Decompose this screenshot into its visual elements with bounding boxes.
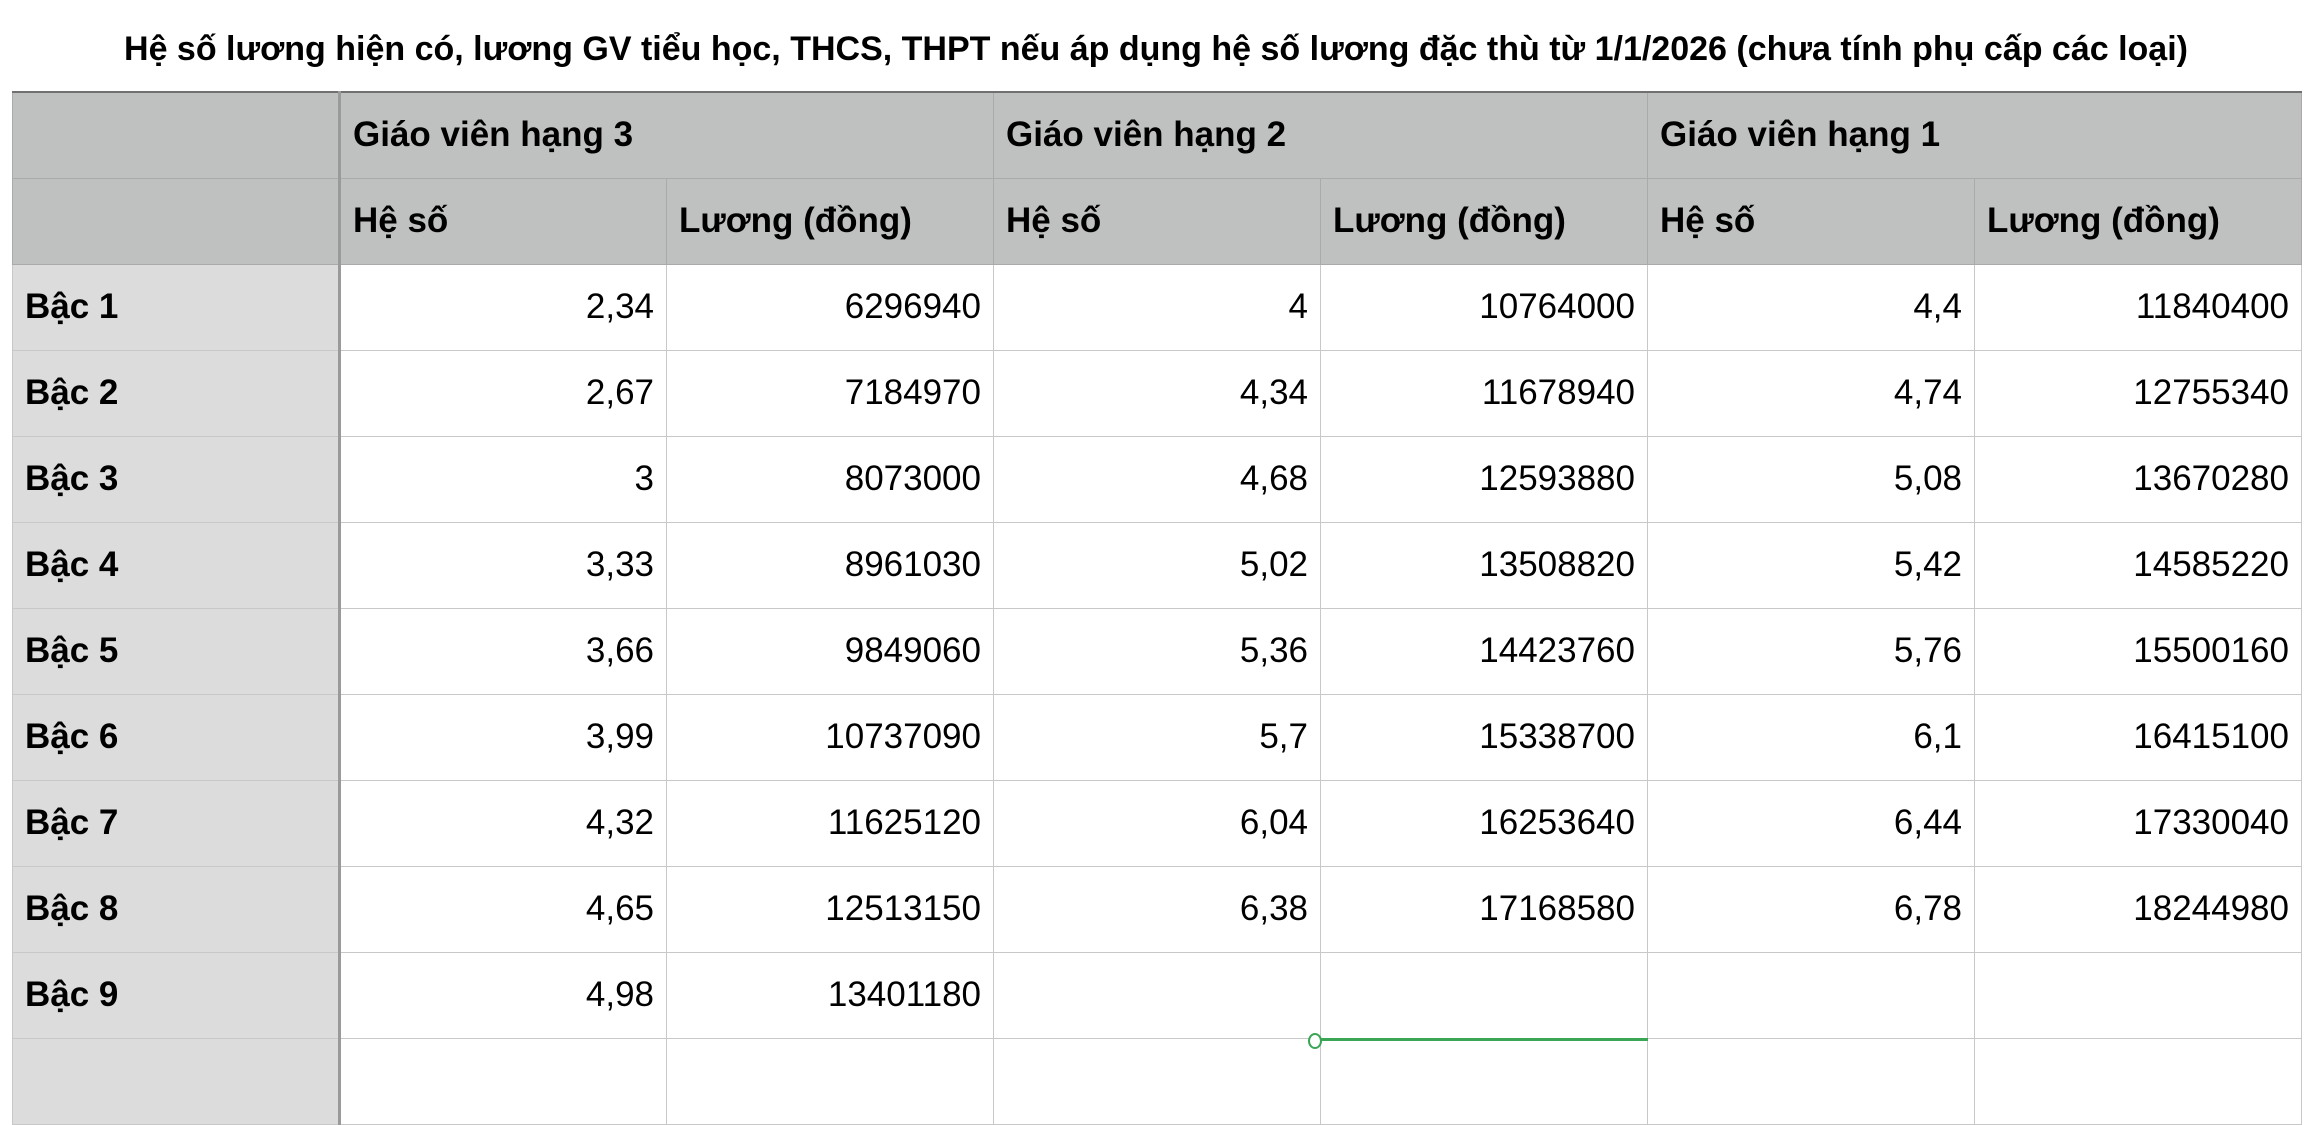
sub-header[interactable]: Hệ số: [1647, 177, 1975, 265]
coefficient-cell[interactable]: [993, 1037, 1321, 1125]
coefficient-cell[interactable]: 4,34: [993, 349, 1321, 437]
table-row: Bậc 8 4,65 12513150 6,38 17168580 6,78 1824498…: [12, 865, 2302, 953]
salary-cell[interactable]: 13670280: [1974, 435, 2302, 523]
sub-header[interactable]: Hệ số: [993, 177, 1321, 265]
row-header[interactable]: Bậc 9: [12, 951, 341, 1039]
salary-cell[interactable]: [1320, 951, 1648, 1039]
table-row: Bậc 7 4,32 11625120 6,04 16253640 6,44 1733004…: [12, 779, 2302, 867]
sub-header[interactable]: Hệ số: [339, 177, 667, 265]
row-header[interactable]: Bậc 1: [12, 263, 341, 351]
corner-cell[interactable]: [12, 177, 341, 265]
coefficient-cell[interactable]: 5,02: [993, 521, 1321, 609]
row-header[interactable]: Bậc 5: [12, 607, 341, 695]
salary-cell[interactable]: [1974, 951, 2302, 1039]
salary-cell[interactable]: [666, 1037, 994, 1125]
coefficient-cell[interactable]: 3,66: [339, 607, 667, 695]
group-header-hang-3[interactable]: Giáo viên hạng 3: [339, 91, 994, 179]
coefficient-cell[interactable]: [993, 951, 1321, 1039]
coefficient-cell[interactable]: 2,34: [339, 263, 667, 351]
coefficient-cell[interactable]: 5,08: [1647, 435, 1975, 523]
salary-cell[interactable]: 12755340: [1974, 349, 2302, 437]
table-row: Bậc 3 3 8073000 4,68 12593880 5,08 13670280: [12, 435, 2302, 523]
table-row: Bậc 9 4,98 13401180: [12, 951, 2302, 1039]
group-header-hang-2[interactable]: Giáo viên hạng 2: [993, 91, 1648, 179]
table-row: Bậc 4 3,33 8961030 5,02 13508820 5,42 14585220: [12, 521, 2302, 609]
salary-cell[interactable]: 11840400: [1974, 263, 2302, 351]
salary-table: Giáo viên hạng 3 Giáo viên hạng 2 Giáo v…: [12, 91, 2302, 1125]
salary-cell[interactable]: 18244980: [1974, 865, 2302, 953]
coefficient-cell[interactable]: 3: [339, 435, 667, 523]
sub-header[interactable]: Lương (đồng): [666, 177, 994, 265]
sub-header-row: Hệ số Lương (đồng) Hệ số Lương (đồng) Hệ…: [12, 177, 2302, 265]
salary-cell[interactable]: 13508820: [1320, 521, 1648, 609]
coefficient-cell[interactable]: 4,65: [339, 865, 667, 953]
coefficient-cell[interactable]: 4,4: [1647, 263, 1975, 351]
table-row: Bậc 1 2,34 6296940 4 10764000 4,4 11840400: [12, 263, 2302, 351]
salary-cell[interactable]: 10737090: [666, 693, 994, 781]
salary-cell[interactable]: 7184970: [666, 349, 994, 437]
salary-cell[interactable]: 16253640: [1320, 779, 1648, 867]
salary-cell[interactable]: 11625120: [666, 779, 994, 867]
table-row: Bậc 5 3,66 9849060 5,36 14423760 5,76 15500160: [12, 607, 2302, 695]
salary-cell[interactable]: 8073000: [666, 435, 994, 523]
selection-handle[interactable]: [1308, 1033, 1322, 1049]
salary-cell[interactable]: [1320, 1037, 1648, 1125]
row-header[interactable]: Bậc 2: [12, 349, 341, 437]
coefficient-cell[interactable]: 4,32: [339, 779, 667, 867]
salary-cell[interactable]: 11678940: [1320, 349, 1648, 437]
row-header[interactable]: Bậc 7: [12, 779, 341, 867]
corner-cell[interactable]: [12, 91, 341, 179]
coefficient-cell[interactable]: 5,42: [1647, 521, 1975, 609]
coefficient-cell[interactable]: [1647, 1037, 1975, 1125]
salary-cell[interactable]: 15338700: [1320, 693, 1648, 781]
group-header-row: Giáo viên hạng 3 Giáo viên hạng 2 Giáo v…: [12, 91, 2302, 179]
table-row: [12, 1037, 2302, 1125]
coefficient-cell[interactable]: 3,99: [339, 693, 667, 781]
sub-header[interactable]: Lương (đồng): [1974, 177, 2302, 265]
coefficient-cell[interactable]: 6,78: [1647, 865, 1975, 953]
coefficient-cell[interactable]: 6,04: [993, 779, 1321, 867]
table-title: Hệ số lương hiện có, lương GV tiểu học, …: [124, 30, 2188, 68]
coefficient-cell[interactable]: 5,7: [993, 693, 1321, 781]
table-row: Bậc 2 2,67 7184970 4,34 11678940 4,74 12755340: [12, 349, 2302, 437]
salary-cell[interactable]: 13401180: [666, 951, 994, 1039]
salary-cell[interactable]: 16415100: [1974, 693, 2302, 781]
salary-cell[interactable]: [1974, 1037, 2302, 1125]
salary-cell[interactable]: 17330040: [1974, 779, 2302, 867]
coefficient-cell[interactable]: 6,38: [993, 865, 1321, 953]
cell-selection-border[interactable]: [1315, 1038, 1648, 1041]
row-header[interactable]: Bậc 3: [12, 435, 341, 523]
coefficient-cell[interactable]: 5,76: [1647, 607, 1975, 695]
row-header[interactable]: [12, 1037, 341, 1125]
coefficient-cell[interactable]: 4,74: [1647, 349, 1975, 437]
row-header[interactable]: Bậc 6: [12, 693, 341, 781]
table-row: Bậc 6 3,99 10737090 5,7 15338700 6,1 16415100: [12, 693, 2302, 781]
salary-cell[interactable]: 14585220: [1974, 521, 2302, 609]
salary-cell[interactable]: 12593880: [1320, 435, 1648, 523]
salary-cell[interactable]: 9849060: [666, 607, 994, 695]
row-header[interactable]: Bậc 4: [12, 521, 341, 609]
salary-cell[interactable]: 17168580: [1320, 865, 1648, 953]
coefficient-cell[interactable]: 4,98: [339, 951, 667, 1039]
salary-cell[interactable]: 14423760: [1320, 607, 1648, 695]
coefficient-cell[interactable]: 6,1: [1647, 693, 1975, 781]
row-header[interactable]: Bậc 8: [12, 865, 341, 953]
coefficient-cell[interactable]: 5,36: [993, 607, 1321, 695]
coefficient-cell[interactable]: 4: [993, 263, 1321, 351]
sub-header[interactable]: Lương (đồng): [1320, 177, 1648, 265]
coefficient-cell[interactable]: [1647, 951, 1975, 1039]
coefficient-cell[interactable]: 6,44: [1647, 779, 1975, 867]
coefficient-cell[interactable]: [339, 1037, 667, 1125]
salary-cell[interactable]: 12513150: [666, 865, 994, 953]
salary-cell[interactable]: 8961030: [666, 521, 994, 609]
coefficient-cell[interactable]: 2,67: [339, 349, 667, 437]
group-header-hang-1[interactable]: Giáo viên hạng 1: [1647, 91, 2302, 179]
coefficient-cell[interactable]: 3,33: [339, 521, 667, 609]
salary-cell[interactable]: 10764000: [1320, 263, 1648, 351]
coefficient-cell[interactable]: 4,68: [993, 435, 1321, 523]
salary-cell[interactable]: 15500160: [1974, 607, 2302, 695]
salary-cell[interactable]: 6296940: [666, 263, 994, 351]
